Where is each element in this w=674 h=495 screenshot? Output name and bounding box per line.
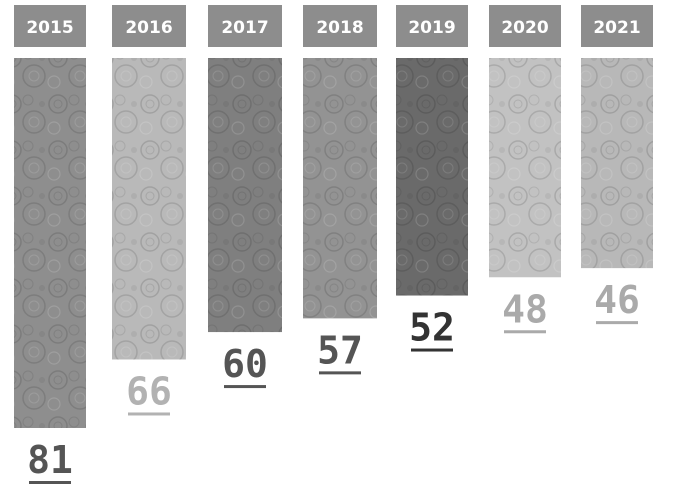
year-label-2021: 2021 (593, 18, 640, 38)
year-label-2019: 2019 (408, 18, 455, 38)
value-label-2019: 52 (409, 306, 455, 350)
year-label-2016: 2016 (125, 18, 172, 38)
year-header-2017 (208, 5, 282, 47)
value-underline-2020 (504, 330, 546, 334)
value-label-2016: 66 (126, 369, 172, 413)
value-label-2018: 57 (317, 328, 363, 372)
value-label-2020: 48 (502, 287, 548, 331)
bar-texture-2016 (112, 58, 186, 360)
value-underline-2016 (128, 412, 170, 416)
year-label-2018: 2018 (316, 18, 363, 38)
year-label-2015: 2015 (26, 18, 73, 38)
year-header-2019 (396, 5, 468, 47)
year-header-2018 (303, 5, 377, 47)
bar-texture-2019 (396, 58, 468, 296)
bar-texture-2020 (489, 58, 561, 278)
value-label-2015: 81 (27, 438, 73, 482)
value-label-2017: 60 (222, 342, 268, 386)
value-underline-2021 (596, 321, 638, 325)
bar-texture-2015 (14, 58, 86, 428)
year-header-2020 (489, 5, 561, 47)
value-underline-2017 (224, 385, 266, 389)
year-label-2017: 2017 (221, 18, 268, 38)
value-underline-2019 (411, 348, 453, 352)
value-label-2021: 46 (594, 278, 640, 322)
value-underline-2015 (29, 481, 71, 484)
year-header-2016 (112, 5, 186, 47)
year-header-2021 (581, 5, 653, 47)
bar-texture-2017 (208, 58, 282, 333)
bar-texture-2021 (581, 58, 653, 269)
year-label-2020: 2020 (501, 18, 548, 38)
year-header-2015 (14, 5, 86, 47)
value-underline-2018 (319, 371, 361, 375)
bar-texture-2018 (303, 58, 377, 319)
